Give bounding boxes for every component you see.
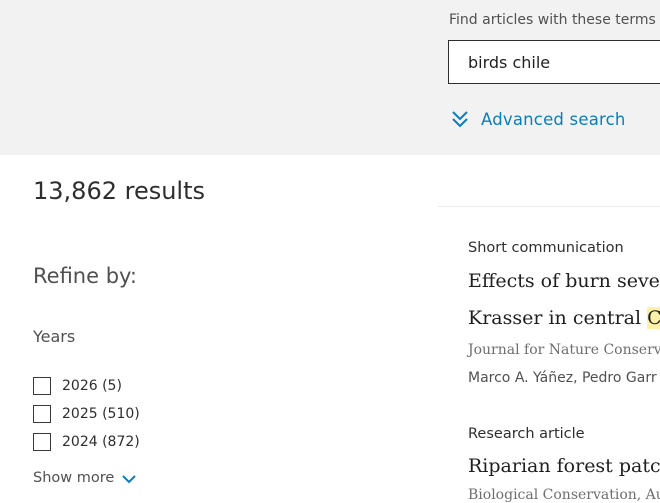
- article-type: Research article: [468, 426, 585, 442]
- year-filter-2025[interactable]: 2025 (510): [33, 404, 140, 424]
- divider: [438, 206, 660, 207]
- checkbox[interactable]: [33, 433, 51, 451]
- search-label: Find articles with these terms: [449, 12, 656, 28]
- checkbox[interactable]: [33, 377, 51, 395]
- results-count: 13,862 results: [33, 177, 206, 205]
- year-filter-label: 2024 (872): [62, 434, 140, 450]
- chevron-down-icon: [122, 475, 137, 484]
- authors: Marco A. Yáñez, Pedro Garr: [468, 370, 657, 386]
- title-text: Krasser in central: [468, 307, 648, 329]
- search-input[interactable]: [448, 40, 660, 84]
- show-more-label: Show more: [33, 470, 115, 486]
- article-title[interactable]: Riparian forest patche: [468, 455, 660, 477]
- year-filter-label: 2025 (510): [62, 406, 140, 422]
- refine-heading: Refine by:: [33, 264, 138, 288]
- year-filter-label: 2026 (5): [62, 378, 122, 394]
- highlighted-term: Chil: [647, 307, 660, 329]
- journal-name[interactable]: Journal for Nature Conserva: [468, 342, 660, 358]
- article-title[interactable]: Effects of burn severit: [468, 270, 660, 292]
- double-chevron-down-icon: [452, 111, 468, 128]
- checkbox[interactable]: [33, 405, 51, 423]
- journal-name[interactable]: Biological Conservation, Au: [468, 487, 660, 503]
- year-filter-2026[interactable]: 2026 (5): [33, 376, 122, 396]
- show-more-button[interactable]: Show more: [33, 470, 137, 486]
- advanced-search-link[interactable]: Advanced search: [450, 106, 626, 132]
- years-heading: Years: [33, 327, 76, 346]
- article-title-line2[interactable]: Krasser in central Chil: [468, 307, 660, 329]
- advanced-search-label: Advanced search: [481, 109, 626, 129]
- article-type: Short communication: [468, 240, 624, 256]
- year-filter-2024[interactable]: 2024 (872): [33, 432, 140, 452]
